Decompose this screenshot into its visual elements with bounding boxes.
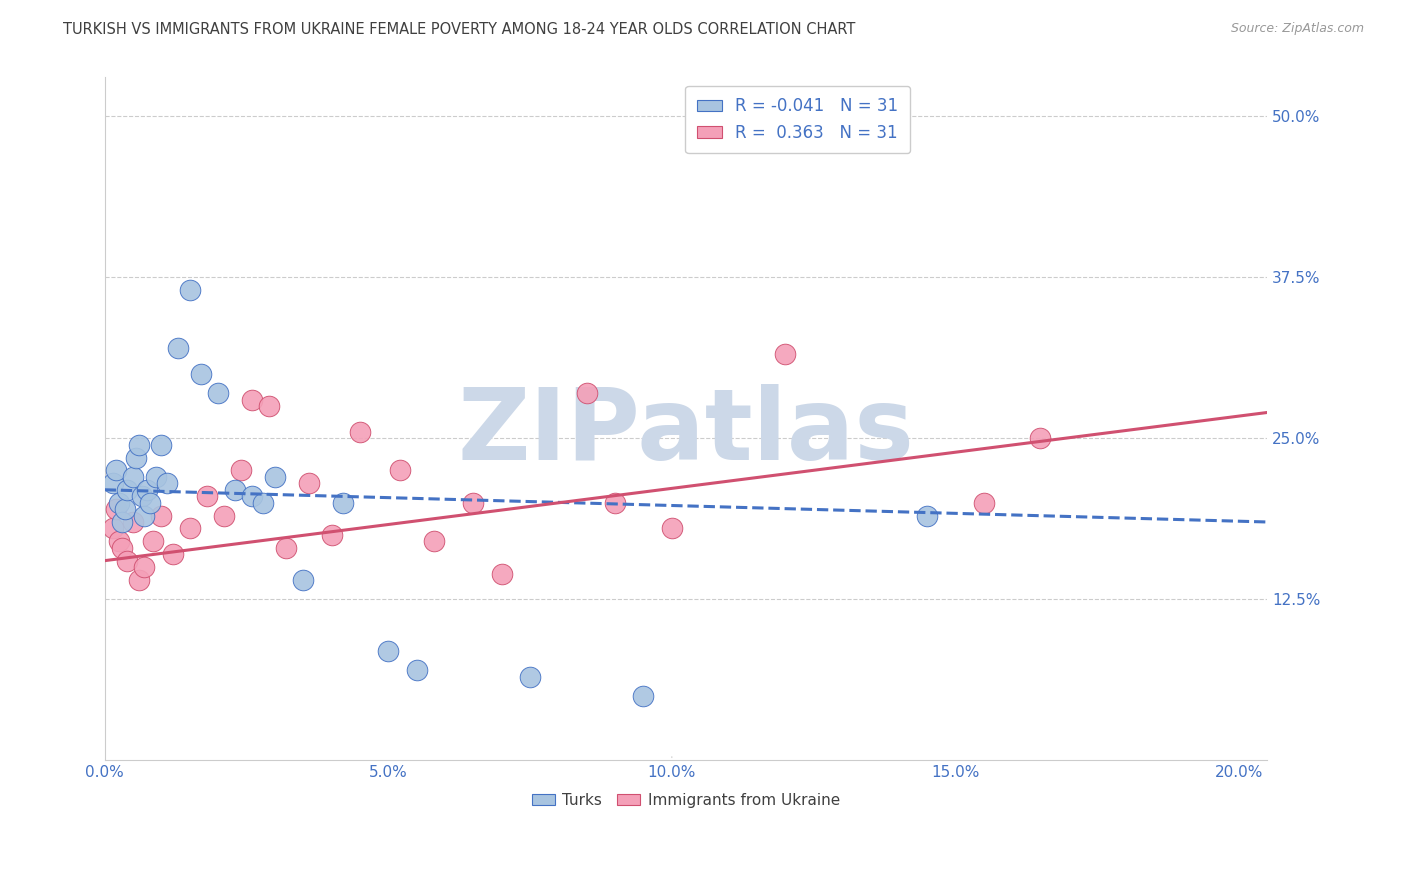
Point bbox=[128, 573, 150, 587]
Point bbox=[775, 347, 797, 361]
Point bbox=[101, 521, 124, 535]
Legend: Turks, Immigrants from Ukraine: Turks, Immigrants from Ukraine bbox=[526, 787, 846, 814]
Text: Source: ZipAtlas.com: Source: ZipAtlas.com bbox=[1230, 22, 1364, 36]
Point bbox=[128, 438, 150, 452]
Point bbox=[240, 392, 263, 407]
Point bbox=[388, 463, 411, 477]
Point bbox=[114, 502, 136, 516]
Point bbox=[162, 547, 184, 561]
Point bbox=[150, 438, 173, 452]
Point bbox=[111, 515, 134, 529]
Point bbox=[207, 386, 229, 401]
Point bbox=[142, 534, 165, 549]
Point bbox=[145, 470, 167, 484]
Point bbox=[108, 496, 131, 510]
Point bbox=[136, 483, 159, 497]
Point bbox=[575, 386, 598, 401]
Point bbox=[179, 283, 201, 297]
Point bbox=[491, 566, 513, 581]
Point bbox=[212, 508, 235, 523]
Point bbox=[117, 554, 139, 568]
Point bbox=[252, 496, 274, 510]
Point bbox=[131, 489, 153, 503]
Point bbox=[139, 496, 162, 510]
Point bbox=[229, 463, 252, 477]
Point bbox=[298, 476, 321, 491]
Point bbox=[179, 521, 201, 535]
Point bbox=[349, 425, 371, 439]
Point bbox=[111, 541, 134, 555]
Point bbox=[156, 476, 179, 491]
Point bbox=[973, 496, 995, 510]
Point bbox=[224, 483, 246, 497]
Text: TURKISH VS IMMIGRANTS FROM UKRAINE FEMALE POVERTY AMONG 18-24 YEAR OLDS CORRELAT: TURKISH VS IMMIGRANTS FROM UKRAINE FEMAL… bbox=[63, 22, 856, 37]
Point bbox=[195, 489, 218, 503]
Point bbox=[519, 670, 541, 684]
Point bbox=[105, 502, 128, 516]
Point bbox=[122, 470, 145, 484]
Point bbox=[422, 534, 444, 549]
Point bbox=[915, 508, 938, 523]
Point bbox=[405, 663, 427, 677]
Point bbox=[108, 534, 131, 549]
Point bbox=[240, 489, 263, 503]
Point bbox=[603, 496, 626, 510]
Point bbox=[101, 476, 124, 491]
Point bbox=[377, 644, 399, 658]
Point bbox=[661, 521, 683, 535]
Point bbox=[463, 496, 485, 510]
Text: ZIPatlas: ZIPatlas bbox=[457, 384, 914, 481]
Point bbox=[190, 367, 212, 381]
Point bbox=[122, 515, 145, 529]
Point bbox=[332, 496, 354, 510]
Point bbox=[125, 450, 148, 465]
Point bbox=[105, 463, 128, 477]
Point bbox=[633, 689, 655, 703]
Point bbox=[134, 508, 156, 523]
Point bbox=[150, 508, 173, 523]
Point bbox=[257, 399, 280, 413]
Point bbox=[292, 573, 315, 587]
Point bbox=[276, 541, 298, 555]
Point bbox=[167, 341, 190, 355]
Point bbox=[321, 528, 343, 542]
Point bbox=[134, 560, 156, 574]
Point bbox=[263, 470, 285, 484]
Point bbox=[1029, 431, 1052, 445]
Point bbox=[117, 483, 139, 497]
